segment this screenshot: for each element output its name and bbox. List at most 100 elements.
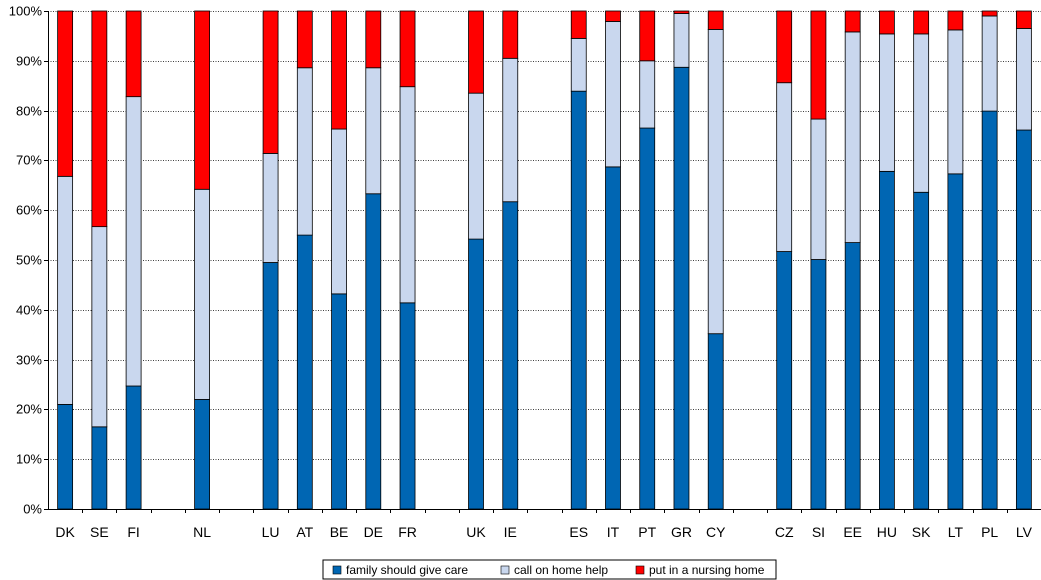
x-tick-label-at: AT [296,524,313,540]
y-tick-label: 70% [16,153,42,168]
bar-dk-series-3 [57,10,74,177]
bar-cy-series-1 [707,333,724,510]
legend-swatch-family [332,565,342,575]
x-tick-label-be: BE [330,524,349,540]
bar-cy-series-2 [707,29,724,335]
bar-fr-series-3 [399,10,416,88]
x-tick-label-cy: CY [706,524,726,540]
bar-ee-series-3 [844,10,861,33]
bar-cz-series-1 [776,251,793,510]
bar-sk-series-3 [913,10,930,35]
bar-se-series-2 [91,226,108,428]
bar-gr-series-2 [673,13,690,68]
bar-lt-series-1 [947,173,964,510]
bar-nl-series-1 [194,399,210,510]
x-tick-label-cz: CZ [775,524,794,540]
y-tick-label: 0% [23,502,42,517]
bars [57,10,1032,510]
y-tick-label: 20% [16,402,42,417]
x-tick-label-fi: FI [127,524,139,540]
bar-be-series-2 [331,128,347,295]
bar-pt-series-2 [639,60,656,129]
legend-box [322,559,777,580]
bar-be-series-3 [331,10,347,130]
bar-at-series-1 [296,234,313,510]
bar-hu-series-2 [879,33,895,172]
bar-hu-series-3 [879,10,895,35]
bar-fi-series-2 [125,96,142,387]
x-tick-label-si: SI [812,524,825,540]
x-tick-label-fr: FR [398,524,417,540]
bar-lv-series-1 [1015,129,1032,510]
bar-at-series-3 [296,10,313,69]
y-tick-label: 60% [16,203,42,218]
x-tick-label-sk: SK [912,524,931,540]
bar-fr-series-1 [399,302,416,510]
bar-ie-series-2 [502,57,519,203]
bar-hu-series-1 [879,170,895,510]
bar-si-series-3 [810,10,827,120]
bar-fi-series-3 [125,10,142,98]
bar-nl-series-2 [194,188,210,400]
bar-lt-series-3 [947,10,964,31]
bar-pl-series-1 [981,110,998,510]
bar-es-series-2 [570,37,587,92]
x-tick-label-pt: PT [638,524,656,540]
bar-ee-series-2 [844,31,861,243]
x-tick-label-gr: GR [671,524,692,540]
bar-lu-series-2 [262,153,279,263]
bar-es-series-1 [570,90,587,510]
bar-ee-series-1 [844,242,861,510]
bar-de-series-2 [365,67,382,195]
x-tick-label-it: IT [607,524,620,540]
bar-si-series-1 [810,259,827,510]
bar-lt-series-2 [947,29,964,175]
gridlines [48,11,1041,460]
x-tick-label-es: ES [569,524,588,540]
y-tick-label: 80% [16,104,42,119]
x-tick-label-se: SE [90,524,109,540]
x-axis: DK SE FI NL LU AT BE DE FR UK IE ES IT PT GR CY CZ SI EE HU… [48,509,1041,540]
bar-pt-series-3 [639,10,656,62]
bar-fi-series-1 [125,385,142,510]
x-tick-label-lv: LV [1016,524,1033,540]
y-tick-label: 10% [16,452,42,467]
bar-cy-series-3 [707,10,724,30]
x-tick-label-lu: LU [262,524,280,540]
bar-be-series-1 [331,293,347,510]
x-tick-label-ie: IE [504,524,517,540]
legend-label-nursing-home: put in a nursing home [649,563,765,577]
y-tick-label: 40% [16,303,42,318]
bar-it-series-3 [605,10,621,22]
y-tick-label: 30% [16,353,42,368]
bar-gr-series-3 [673,10,690,14]
bar-de-series-1 [365,193,382,510]
x-tick-label-dk: DK [55,524,75,540]
bar-de-series-3 [365,10,382,69]
x-tick-label-lt: LT [948,524,964,540]
bar-pl-series-2 [981,15,998,112]
bar-uk-series-1 [468,238,484,510]
bar-fr-series-2 [399,86,416,304]
legend-swatch-home-help [500,565,510,575]
y-tick-label: 100% [9,4,43,19]
legend-label-family: family should give care [346,563,468,577]
legend: family should give care call on home hel… [322,559,777,580]
x-tick-label-ee: EE [843,524,862,540]
bar-se-series-1 [91,426,108,510]
bar-it-series-2 [605,21,621,168]
x-tick-label-de: DE [364,524,383,540]
x-tick-label-hu: HU [877,524,897,540]
bar-it-series-1 [605,166,621,510]
x-tick-label-nl: NL [193,524,211,540]
bar-es-series-3 [570,10,587,39]
bar-ie-series-3 [502,10,519,59]
bar-lu-series-1 [262,262,279,510]
x-tick-label-pl: PL [981,524,998,540]
y-tick-label: 50% [16,253,42,268]
bar-ie-series-1 [502,201,519,510]
bar-cz-series-3 [776,10,793,84]
bar-cz-series-2 [776,82,793,252]
legend-label-home-help: call on home help [514,563,608,577]
